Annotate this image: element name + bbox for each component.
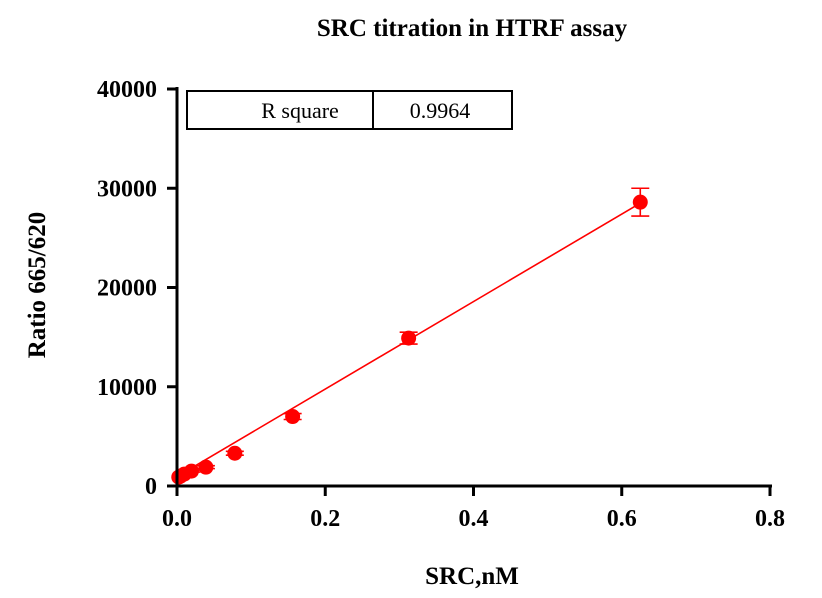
x-tick-label: 0.6 — [607, 506, 637, 532]
y-tick-label: 40000 — [97, 77, 157, 103]
x-axis-title: SRC,nM — [425, 563, 519, 590]
x-tick-label: 0.4 — [459, 506, 489, 532]
data-point — [198, 459, 214, 475]
error-bar-layer — [182, 187, 650, 473]
y-tick-label: 20000 — [97, 276, 157, 302]
y-axis-title: Ratio 665/620 — [24, 212, 51, 359]
plot-area — [171, 187, 650, 485]
data-point — [227, 445, 243, 461]
data-point — [632, 194, 648, 210]
chart-title: SRC titration in HTRF assay — [317, 15, 628, 42]
y-tick-label: 10000 — [97, 375, 157, 401]
x-tick-label: 0.2 — [310, 506, 340, 532]
data-point — [183, 463, 199, 479]
axes — [175, 87, 772, 488]
data-point-layer — [171, 194, 648, 485]
data-point — [401, 330, 417, 346]
stats-table: R square 0.9964 — [186, 90, 513, 130]
stats-value: 0.9964 — [410, 98, 471, 123]
stats-label: R square — [261, 98, 339, 123]
x-tick-label: 0.0 — [162, 506, 192, 532]
y-tick-label: 0 — [145, 474, 157, 500]
data-point — [285, 409, 301, 425]
y-tick-label: 30000 — [97, 176, 157, 202]
x-tick-label: 0.8 — [755, 506, 785, 532]
x-axis-ticks: 0.0 0.2 0.4 0.6 0.8 — [162, 486, 785, 532]
y-axis-ticks: 0 10000 20000 30000 40000 — [97, 77, 177, 500]
